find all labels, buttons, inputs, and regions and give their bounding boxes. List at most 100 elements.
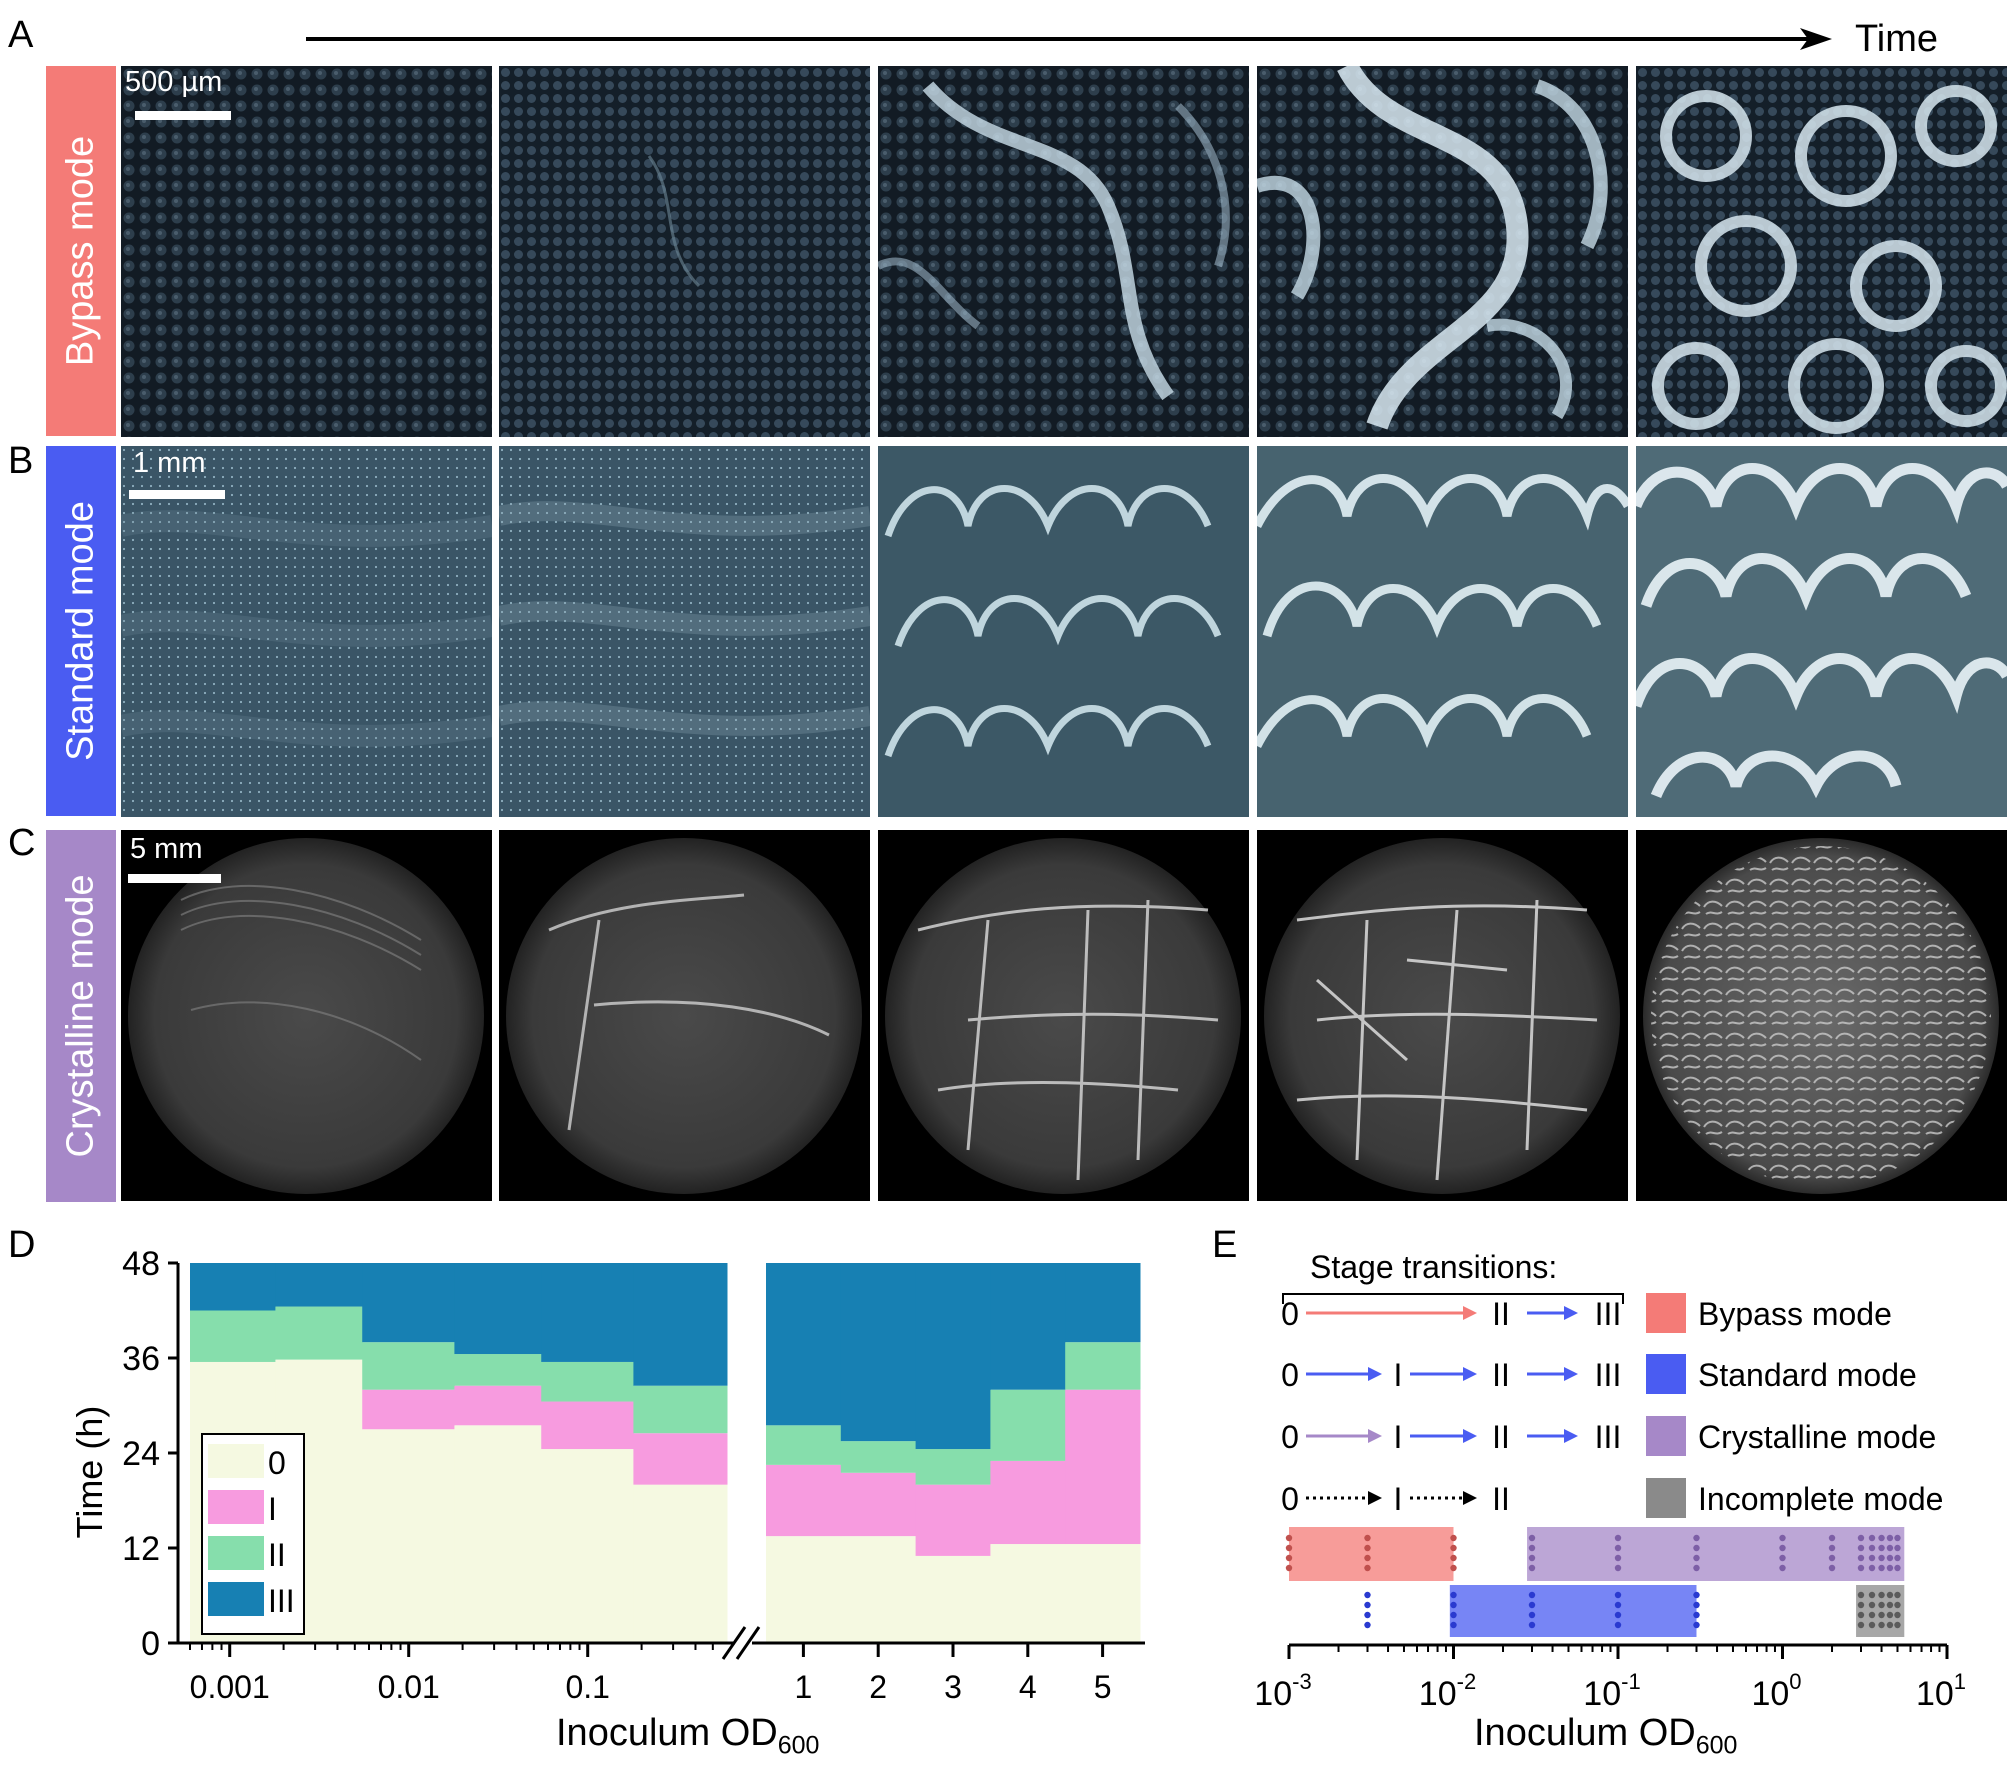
data-point — [1450, 1554, 1457, 1562]
data-point — [1828, 1554, 1836, 1562]
data-point — [1285, 1534, 1293, 1542]
stage-label-II: II — [1492, 1357, 1510, 1393]
data-point — [1364, 1554, 1371, 1562]
stage-label-III: III — [1595, 1419, 1622, 1455]
data-point — [1868, 1564, 1876, 1572]
data-point — [1878, 1621, 1885, 1629]
x-tick-label: 0.1 — [565, 1669, 609, 1705]
micrograph-crystalline-4 — [1257, 830, 1628, 1201]
time-arrow — [306, 28, 1832, 50]
data-point — [1450, 1544, 1457, 1552]
data-point — [1528, 1621, 1536, 1629]
stage-label-II: II — [1492, 1296, 1510, 1332]
mode-range-bars — [1285, 1527, 1905, 1637]
data-point — [1528, 1564, 1536, 1572]
stage-II-area-right-2 — [915, 1449, 991, 1485]
micrograph-standard-4 — [1257, 446, 1628, 817]
stage-0-area-left-5 — [633, 1484, 728, 1643]
data-point — [1878, 1591, 1885, 1599]
data-point — [1285, 1564, 1293, 1572]
chart-d-xlabel-text: Inoculum OD — [556, 1712, 778, 1754]
data-point — [1779, 1544, 1786, 1552]
data-point — [1886, 1544, 1894, 1552]
micrograph-standard-1 — [121, 446, 492, 817]
data-point — [1450, 1534, 1457, 1542]
data-point — [1693, 1554, 1700, 1562]
data-point — [1894, 1544, 1901, 1552]
legend-label-II: II — [268, 1537, 286, 1573]
stage-III-area-left-4 — [541, 1263, 634, 1362]
stage-label-0: 0 — [1281, 1296, 1299, 1332]
stage-0-area-right-2 — [915, 1555, 991, 1643]
chart-d-ylabel-text: Time (h) — [69, 1405, 110, 1539]
data-point — [1364, 1611, 1371, 1619]
chart-e-xlabel: Inoculum OD600 — [1474, 1712, 1737, 1761]
data-point — [1828, 1534, 1836, 1542]
stage-II-area-right-4 — [1065, 1342, 1141, 1390]
range-bar-standard-mode — [1449, 1585, 1697, 1637]
transition-arrowhead — [1463, 1367, 1477, 1381]
scalebar-label-crystalline: 5 mm — [130, 833, 203, 865]
stage-III-area-left-0 — [190, 1263, 276, 1311]
data-point — [1878, 1534, 1885, 1542]
stage-I-area-right-4 — [1065, 1389, 1141, 1545]
mode-bar-bypass: Bypass mode — [46, 66, 116, 436]
data-point — [1857, 1621, 1865, 1629]
stage-transitions-title: Stage transitions: — [1310, 1249, 1557, 1285]
data-point — [1886, 1564, 1894, 1572]
stage-I-area-right-0 — [766, 1464, 842, 1537]
data-point — [1779, 1534, 1786, 1542]
scalebar-standard — [129, 490, 225, 499]
transition-arrowhead — [1463, 1491, 1477, 1505]
micrograph-crystalline-3 — [878, 830, 1249, 1201]
data-point — [1894, 1534, 1901, 1542]
stage-0-area-left-4 — [541, 1449, 634, 1643]
micrograph-standard-5 — [1636, 446, 2007, 817]
data-point — [1614, 1564, 1622, 1572]
data-point — [1868, 1554, 1876, 1562]
x-tick-label: 2 — [869, 1669, 887, 1705]
range-bar-crystalline-mode — [1527, 1527, 1905, 1581]
data-point — [1828, 1564, 1836, 1572]
data-point — [1857, 1534, 1865, 1542]
stage-0-area-left-2 — [362, 1429, 455, 1643]
stage-III-area-right-1 — [840, 1263, 917, 1442]
mode-range-axis: 10-3 10-2 10-1 100 101 — [1254, 1643, 1966, 1713]
mode-legend-label: Incomplete mode — [1698, 1481, 1943, 1517]
data-point — [1450, 1564, 1457, 1572]
stage-II-area-left-4 — [541, 1361, 634, 1402]
micrograph-bypass-1 — [121, 66, 492, 437]
panel-letter-b: B — [8, 440, 34, 482]
stage-0-area-right-3 — [990, 1544, 1066, 1643]
transition-arrowhead — [1564, 1306, 1578, 1320]
stage-III-area-right-4 — [1065, 1263, 1141, 1343]
stage-III-area-right-0 — [766, 1263, 842, 1426]
data-point — [1894, 1554, 1901, 1562]
micrograph-crystalline-2 — [499, 830, 870, 1201]
data-point — [1364, 1564, 1371, 1572]
mode-legend-swatch — [1646, 1293, 1686, 1333]
data-point — [1878, 1611, 1885, 1619]
mode-legend-label: Bypass mode — [1698, 1296, 1892, 1332]
panel-letter-c: C — [8, 822, 36, 864]
title-bracket — [1282, 1293, 1624, 1304]
stage-label-0: 0 — [1281, 1357, 1299, 1393]
legend-label-III: III — [268, 1583, 295, 1619]
legend-swatch-0 — [208, 1444, 264, 1478]
data-point — [1450, 1601, 1457, 1609]
stage-III-area-left-1 — [275, 1263, 363, 1307]
data-point — [1779, 1564, 1786, 1572]
data-point — [1886, 1534, 1894, 1542]
stage-I-area-left-3 — [454, 1385, 542, 1426]
data-point — [1693, 1621, 1700, 1629]
stage-area-group — [190, 1263, 1141, 1643]
data-point — [1886, 1611, 1894, 1619]
data-point — [1857, 1611, 1865, 1619]
data-point — [1868, 1621, 1876, 1629]
x-tick-label: 5 — [1094, 1669, 1112, 1705]
stage-I-area-right-2 — [915, 1484, 991, 1556]
data-point — [1528, 1554, 1536, 1562]
x-tick-label: 10-3 — [1254, 1669, 1311, 1713]
